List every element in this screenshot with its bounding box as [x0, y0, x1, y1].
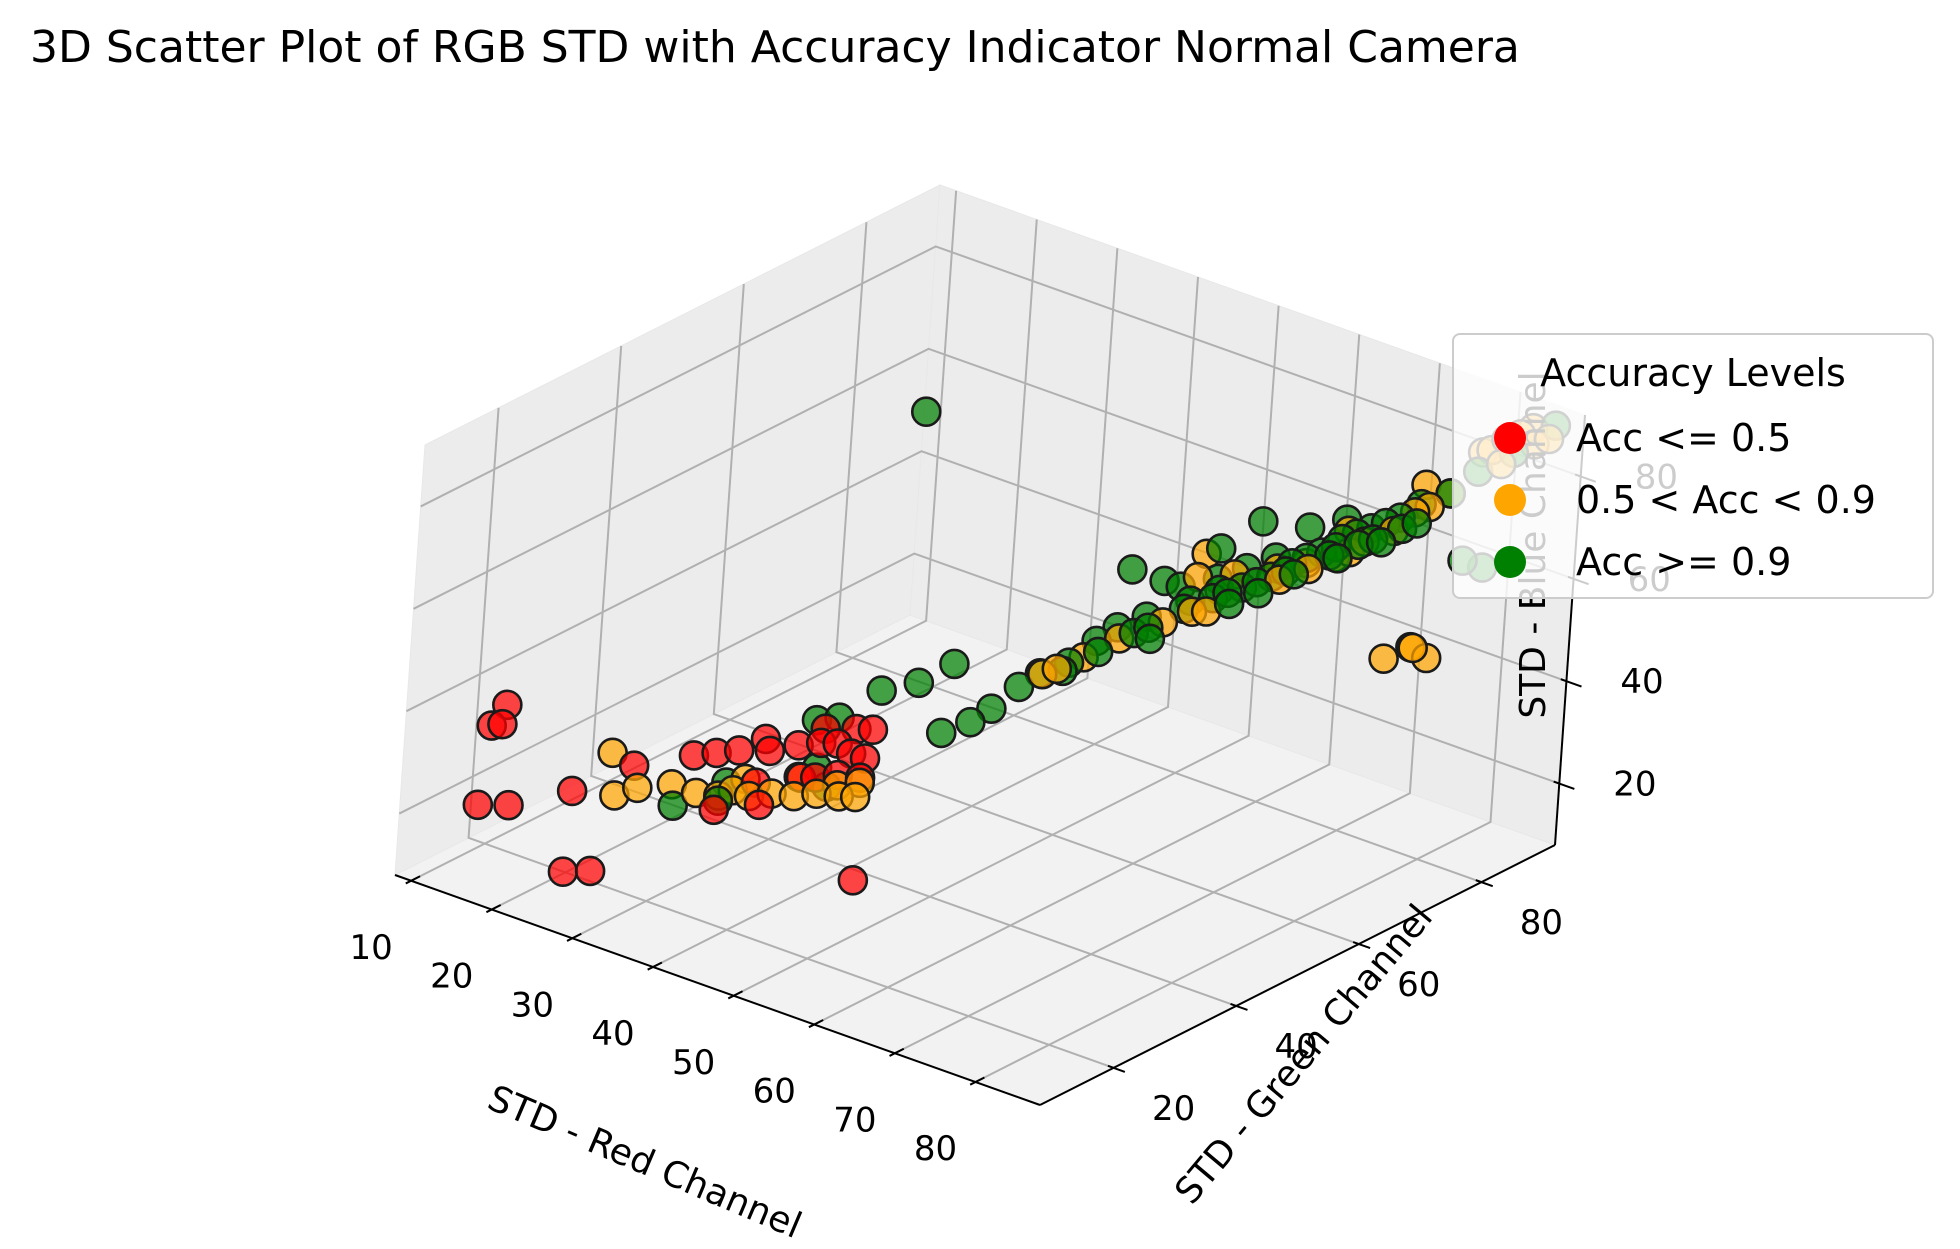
scatter-point: [547, 856, 579, 888]
x-gridline: [571, 248, 1119, 940]
scatter-point: [903, 667, 935, 699]
x-tick-label: 50: [672, 1043, 715, 1083]
x-tick-label: 10: [349, 928, 392, 968]
x-tick-label: 80: [914, 1129, 957, 1169]
scatter-point: [866, 675, 897, 706]
y-tick-label: 20: [1152, 1089, 1195, 1129]
scatter-point: [1213, 588, 1245, 620]
scatter-point: [857, 714, 889, 746]
x-tick-label: 30: [511, 985, 554, 1025]
scatter-point: [574, 855, 606, 887]
x-gridline: [733, 305, 1280, 997]
scatter-point: [1242, 577, 1274, 609]
scatter-point: [1294, 512, 1326, 543]
scatter-point: [1041, 653, 1073, 685]
y-axis-line: [1039, 844, 1556, 1106]
scatter-point: [1397, 632, 1428, 664]
y-tick: [1352, 941, 1371, 950]
scatter-point: [723, 735, 755, 766]
scatter-point: [1278, 559, 1310, 590]
z-gridline: [398, 552, 1560, 815]
z-tick-label: 20: [1613, 765, 1656, 805]
y-gridline: [835, 222, 1482, 884]
scatter-point: [1003, 671, 1035, 703]
x-tick: [485, 904, 502, 914]
scatter-point: [939, 648, 970, 680]
x-tick: [727, 990, 744, 1000]
legend-item-low: Acc <= 0.5: [1494, 413, 1791, 463]
legend-label: 0.5 < Acc < 0.9: [1576, 478, 1876, 522]
y-gridline: [590, 345, 1237, 1007]
x-gridline: [652, 276, 1199, 968]
y-gridline: [467, 407, 1114, 1069]
scatter-point: [754, 735, 786, 767]
x-gridline: [491, 219, 1038, 911]
x-tick: [889, 1047, 905, 1057]
scatter-point: [1134, 623, 1166, 655]
scatter-point: [1368, 643, 1399, 674]
scatter-point: [925, 717, 957, 749]
x-tick: [969, 1076, 985, 1086]
scatter-point: [1248, 506, 1279, 537]
scatter-point: [839, 781, 871, 813]
y-tick-label: 40: [1275, 1027, 1318, 1067]
y-gridline: [712, 283, 1360, 945]
scatter-point: [1117, 554, 1148, 585]
x-tick: [647, 961, 663, 971]
legend-item-mid: 0.5 < Acc < 0.9: [1494, 475, 1876, 525]
legend-label: Acc <= 0.5: [1576, 416, 1792, 460]
scatter-point: [743, 789, 775, 821]
y-tick-label: 60: [1397, 965, 1440, 1005]
legend-label: Acc >= 0.9: [1576, 540, 1792, 584]
scatter-point: [622, 772, 653, 804]
x-gridline: [813, 334, 1361, 1026]
legend-title: Accuracy Levels: [1540, 351, 1846, 395]
z-tick-label: 40: [1620, 662, 1663, 702]
x-tick: [566, 932, 582, 942]
scatter-point: [910, 396, 942, 428]
scatter-point: [556, 775, 588, 807]
z-gridline: [420, 245, 1582, 508]
scatter-point: [837, 865, 869, 896]
legend-marker-orange-icon: [1494, 484, 1526, 516]
z-tick: [1553, 780, 1575, 790]
gridlines: [398, 190, 1582, 1083]
y-tick-label: 80: [1520, 903, 1563, 943]
scatter-point: [1365, 527, 1397, 558]
z-gridline: [405, 450, 1567, 713]
y-tick: [1230, 1002, 1248, 1011]
x-tick-label: 40: [591, 1014, 634, 1054]
scatter-point: [657, 790, 688, 821]
x-tick: [808, 1019, 824, 1029]
scatter-point: [462, 789, 494, 821]
legend: Accuracy Levels Acc <= 0.5 0.5 < Acc < 0…: [1452, 333, 1934, 599]
x-tick-label: 60: [753, 1072, 796, 1112]
scatter-point: [955, 706, 986, 738]
scatter-point: [1401, 508, 1432, 539]
legend-marker-red-icon: [1494, 422, 1526, 454]
x-axis-line: [394, 874, 1041, 1106]
axis-panes: [393, 184, 1586, 1106]
scatter-point: [1322, 543, 1353, 574]
scatter-point: [487, 708, 518, 740]
legend-marker-green-icon: [1494, 546, 1526, 578]
scatter-point: [698, 794, 730, 826]
chart-title: 3D Scatter Plot of RGB STD with Accuracy…: [30, 22, 1520, 73]
scatter-point: [1205, 533, 1237, 564]
y-tick: [1475, 879, 1494, 888]
scatter-point: [493, 789, 524, 821]
x-tick-label: 20: [430, 957, 473, 997]
scatter-point: [1082, 636, 1114, 668]
legend-item-high: Acc >= 0.9: [1494, 537, 1791, 587]
x-tick-label: 70: [833, 1100, 876, 1140]
y-tick: [1107, 1064, 1126, 1073]
z-gridline: [413, 347, 1574, 610]
z-tick: [1560, 678, 1582, 688]
x-tick: [405, 875, 421, 885]
